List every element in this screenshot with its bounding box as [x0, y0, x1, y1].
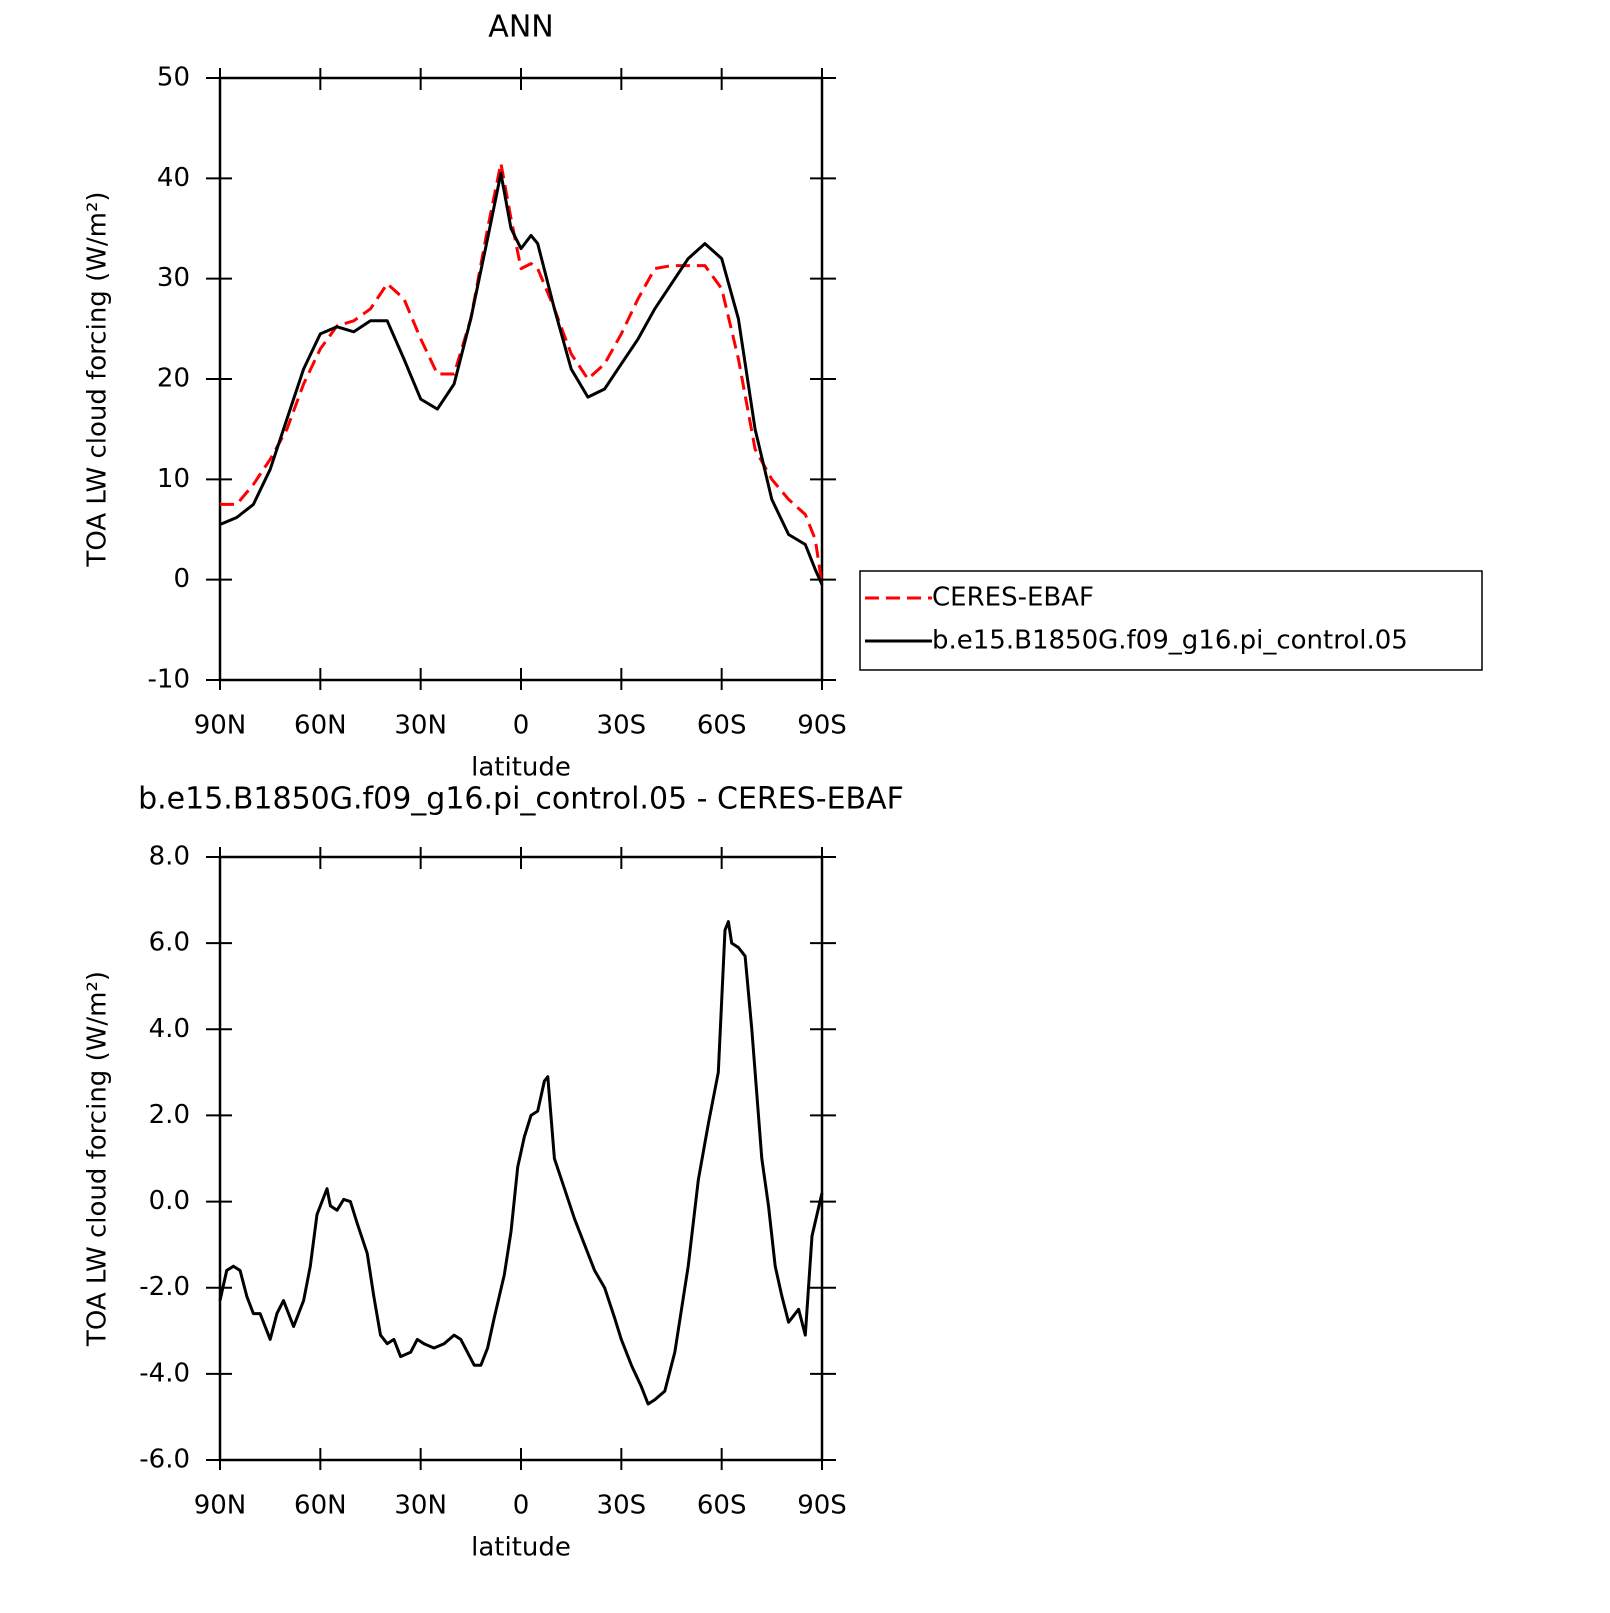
x-tick-label: 30S: [597, 711, 647, 741]
x-tick-label: 60S: [697, 1491, 747, 1521]
y-tick-label: 8.0: [149, 842, 190, 872]
x-tick-label: 60N: [294, 1491, 347, 1521]
x-tick-label: 90S: [797, 1491, 847, 1521]
y-tick-label: 6.0: [149, 928, 190, 958]
y-tick-label: -2.0: [139, 1272, 190, 1302]
legend-label: b.e15.B1850G.f09_g16.pi_control.05: [932, 626, 1408, 656]
x-tick-label: 60N: [294, 711, 347, 741]
x-tick-label: 90N: [194, 1491, 247, 1521]
x-tick-label: 30S: [597, 1491, 647, 1521]
y-tick-label: 4.0: [149, 1014, 190, 1044]
y-tick-label: 30: [157, 263, 190, 293]
x-tick-label: 0: [513, 1491, 530, 1521]
x-tick-label: 90N: [194, 711, 247, 741]
x-axis-label: latitude: [471, 1533, 571, 1563]
x-tick-label: 30N: [394, 711, 447, 741]
y-tick-label: 50: [157, 63, 190, 93]
y-axis-label: TOA LW cloud forcing (W/m²): [83, 971, 113, 1347]
y-tick-label: -10: [148, 665, 190, 695]
chart-title: b.e15.B1850G.f09_g16.pi_control.05 - CER…: [138, 782, 904, 817]
y-tick-label: -6.0: [139, 1445, 190, 1475]
y-axis-label: TOA LW cloud forcing (W/m²): [83, 191, 113, 567]
y-tick-label: 2.0: [149, 1100, 190, 1130]
x-tick-label: 60S: [697, 711, 747, 741]
x-tick-label: 30N: [394, 1491, 447, 1521]
x-axis-label: latitude: [471, 753, 571, 783]
y-tick-label: 0: [173, 564, 190, 594]
plot-frame: [218, 76, 824, 682]
legend-label: CERES-EBAF: [932, 583, 1094, 613]
y-tick-label: 0.0: [149, 1186, 190, 1216]
y-tick-label: -4.0: [139, 1358, 190, 1388]
chart-title: ANN: [488, 10, 553, 45]
data-line: [219, 171, 824, 586]
y-tick-label: 40: [157, 163, 190, 193]
x-tick-label: 0: [513, 711, 530, 741]
data-line: [218, 920, 824, 1406]
data-line: [220, 161, 824, 585]
y-tick-label: 10: [157, 464, 190, 494]
x-tick-label: 90S: [797, 711, 847, 741]
legend-box: [859, 570, 1483, 671]
y-tick-label: 20: [157, 364, 190, 394]
